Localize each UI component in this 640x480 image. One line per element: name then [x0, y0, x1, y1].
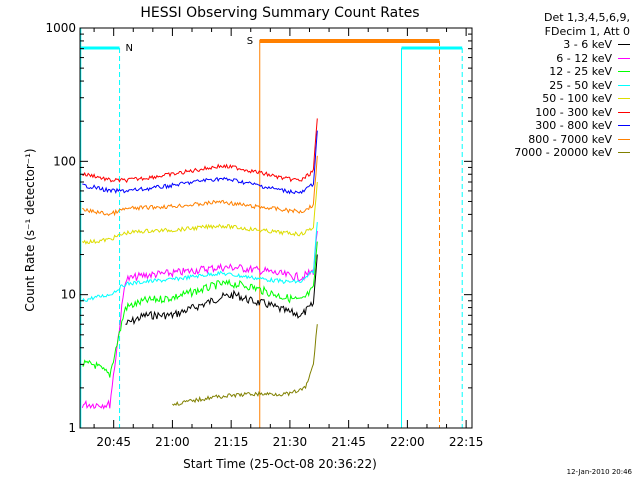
legend-rows: 3 - 6 keV 6 - 12 keV 12 - 25 keV 25 - 50 ke… [478, 38, 638, 160]
series-0 [125, 254, 318, 326]
series-line [82, 130, 318, 195]
legend-entry-label: 300 - 800 keV [535, 119, 612, 132]
legend-swatch [618, 111, 630, 113]
series-8 [172, 324, 318, 406]
saa-label: S [247, 36, 253, 47]
series-line [82, 155, 318, 217]
night-label: N [126, 43, 133, 54]
legend-entry: 800 - 7000 keV [478, 133, 638, 147]
legend-entry-label: 3 - 6 keV [563, 38, 612, 51]
legend-swatch [618, 125, 630, 127]
plot-frame [79, 27, 473, 429]
legend-entry: 6 - 12 keV [478, 52, 638, 66]
x-tick-label: 22:15 [449, 435, 484, 449]
x-tick-label: 21:45 [331, 435, 366, 449]
legend-entry: 12 - 25 keV [478, 65, 638, 79]
series-2 [82, 241, 318, 378]
y-tick-label: 10 [61, 288, 76, 302]
legend-entry-label: 50 - 100 keV [542, 92, 612, 105]
legend-entry-label: 7000 - 20000 keV [514, 146, 612, 159]
legend-entry-label: 100 - 300 keV [535, 105, 612, 119]
series-6 [82, 130, 318, 195]
legend-swatch [618, 98, 630, 100]
x-axis-label: Start Time (25-Oct-08 20:36:22) [183, 457, 377, 471]
series-line [82, 241, 318, 378]
x-tick-label: 21:30 [273, 435, 308, 449]
series-line [125, 254, 318, 326]
legend-swatch [618, 138, 630, 140]
legend-swatch [618, 44, 630, 46]
legend: Det 1,3,4,5,6,9, FDecim 1, Att 0 3 - 6 k… [478, 11, 638, 160]
series-1 [81, 231, 318, 410]
legend-entry: 3 - 6 keV [478, 38, 638, 52]
series-layer [81, 118, 318, 410]
x-tick-label: 21:15 [214, 435, 249, 449]
y-tick-label: 1 [68, 421, 76, 435]
timestamp: 12-Jan-2010 20:46 [566, 468, 632, 476]
legend-swatch [618, 152, 630, 154]
series-line [81, 222, 318, 302]
legend-entry: 25 - 50 keV [478, 79, 638, 93]
series-line [81, 181, 318, 245]
legend-swatch [618, 84, 630, 86]
series-7 [82, 155, 318, 217]
y-tick-label: 1000 [45, 21, 76, 35]
y-axis-label: Count Rate (s⁻¹ detector⁻¹) [23, 148, 37, 311]
legend-entry-label: 12 - 25 keV [549, 65, 612, 78]
series-line [82, 118, 318, 184]
legend-entry-label: 25 - 50 keV [549, 78, 612, 92]
series-3 [81, 222, 318, 302]
legend-swatch [618, 57, 630, 59]
legend-entry-label: 800 - 7000 keV [528, 132, 612, 146]
legend-entry: 100 - 300 keV [478, 106, 638, 120]
series-line [81, 231, 318, 410]
legend-entry-label: 6 - 12 keV [556, 51, 612, 65]
x-tick-label: 20:45 [96, 435, 131, 449]
axes: 20:45 21:00 21:15 21:30 21:45 22:00 22:15 1 10 10… [45, 21, 483, 449]
x-tick-label: 21:00 [155, 435, 190, 449]
legend-header-line: FDecim 1, Att 0 [544, 24, 630, 38]
legend-entry: 50 - 100 keV [478, 92, 638, 106]
state-bands: NS [80, 28, 463, 428]
series-5 [82, 118, 318, 184]
legend-header-line: Det 1,3,4,5,6,9, [543, 11, 630, 24]
y-tick-label: 100 [53, 154, 76, 168]
legend-entry: 7000 - 20000 keV [478, 146, 638, 160]
series-line [172, 324, 318, 406]
series-4 [81, 181, 318, 245]
legend-entry: 300 - 800 keV [478, 119, 638, 133]
chart-title: HESSI Observing Summary Count Rates [140, 5, 419, 21]
x-tick-label: 22:00 [390, 435, 425, 449]
legend-swatch [618, 71, 630, 73]
